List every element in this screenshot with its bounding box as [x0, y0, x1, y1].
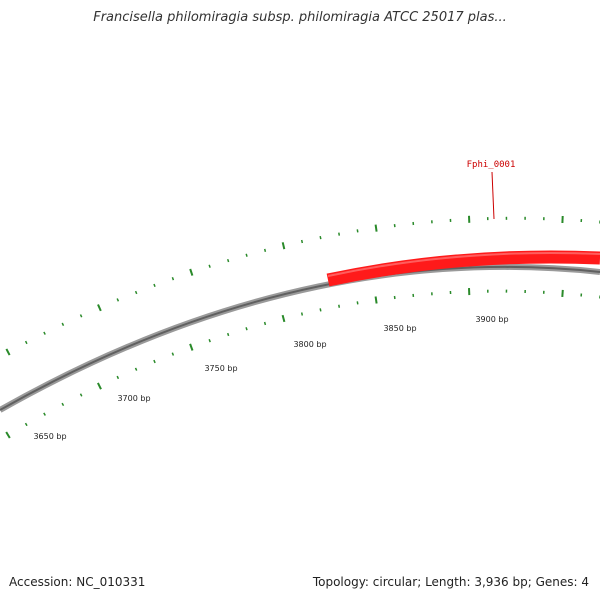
inner-tick	[61, 402, 65, 407]
inner-tick	[356, 301, 359, 305]
inner-tick	[24, 422, 28, 427]
gene-label-fphi-0001[interactable]: Fphi_0001	[467, 160, 516, 170]
inner-tick	[226, 332, 230, 337]
outer-tick	[263, 248, 267, 252]
outer-tick	[319, 235, 322, 240]
inner-tick	[134, 367, 138, 371]
inner-tick	[263, 321, 267, 326]
outer-tick	[374, 224, 378, 232]
outer-tick	[116, 298, 120, 302]
inner-tick	[300, 312, 304, 316]
outer-tick	[356, 229, 359, 233]
inner-tick	[5, 431, 11, 439]
inner-tick	[374, 296, 378, 304]
outer-tick	[5, 348, 11, 356]
tick-label: 3750 bp	[204, 364, 237, 373]
outer-tick	[43, 331, 46, 335]
inner-tick	[97, 382, 102, 390]
inner-tick	[245, 327, 248, 331]
outer-tick	[300, 239, 304, 244]
inner-tick	[43, 412, 46, 416]
inner-tick	[319, 308, 322, 312]
outer-tick	[61, 322, 65, 327]
inner-tick	[116, 375, 120, 380]
tick-label: 3900 bp	[475, 315, 508, 324]
gene-label-leader	[491, 171, 495, 220]
outer-tick	[338, 232, 341, 236]
inner-tick	[79, 393, 83, 397]
inner-tick	[281, 314, 286, 323]
outer-tick-ring	[5, 215, 600, 356]
outer-tick	[226, 258, 230, 263]
inner-tick	[208, 338, 211, 343]
inner-tick	[561, 289, 564, 297]
gene-feature-highlight	[327, 251, 600, 277]
accession-label: Accession: NC_010331	[9, 575, 146, 589]
outer-tick	[24, 340, 28, 345]
inner-tick-ring	[5, 288, 600, 439]
outer-tick	[134, 290, 138, 295]
tick-label: 3700 bp	[117, 394, 150, 403]
outer-tick	[153, 283, 156, 288]
map-title: Francisella philomiragia subsp. philomir…	[93, 10, 507, 25]
tick-label: 3800 bp	[293, 340, 326, 349]
gene-feature-fphi-0001[interactable]	[326, 250, 600, 287]
inner-tick	[338, 304, 341, 308]
outer-tick	[97, 304, 102, 312]
outer-tick	[208, 264, 211, 268]
map-summary: Topology: circular; Length: 3,936 bp; Ge…	[312, 575, 589, 589]
outer-tick	[79, 314, 83, 318]
tick-label: 3850 bp	[383, 324, 416, 333]
tick-label-group: 3650 bp 3700 bp 3750 bp 3800 bp 3850 bp 3900 …	[33, 315, 508, 441]
inner-tick	[189, 343, 194, 351]
inner-tick	[153, 359, 156, 364]
outer-tick	[189, 268, 194, 276]
outer-tick	[245, 253, 248, 257]
inner-tick	[171, 352, 175, 356]
backbone-track	[0, 263, 600, 413]
outer-tick	[281, 242, 286, 250]
backbone-track-inner	[0, 265, 600, 411]
outer-tick	[171, 276, 175, 281]
tick-label: 3650 bp	[33, 432, 66, 441]
